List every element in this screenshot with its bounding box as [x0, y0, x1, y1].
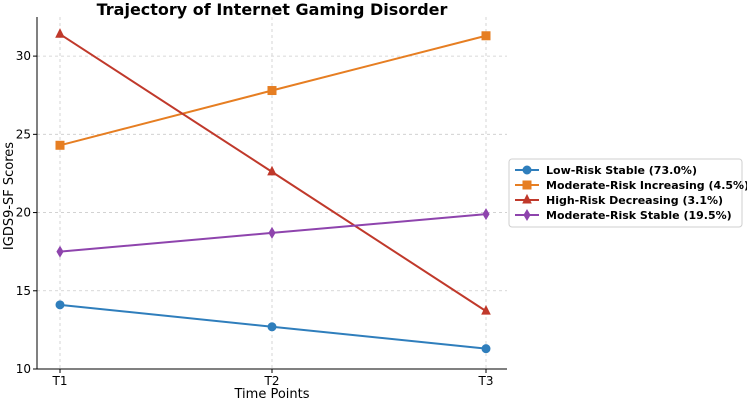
data-point-series-2: [481, 31, 491, 41]
y-tick-label: 20: [16, 206, 31, 220]
x-tick-label: T2: [264, 374, 280, 388]
legend-label: Low-Risk Stable (73.0%): [546, 164, 697, 177]
y-tick-label: 25: [16, 127, 31, 141]
legend-label: High-Risk Decreasing (3.1%): [546, 194, 723, 207]
legend-marker: [522, 193, 532, 204]
data-point-series-4: [268, 226, 276, 239]
data-point-series-1: [55, 300, 65, 310]
legend-label: Moderate-Risk Increasing (4.5%): [546, 179, 747, 192]
y-tick-label: 10: [16, 362, 31, 376]
data-point-series-1: [481, 344, 491, 354]
data-point-series-3: [481, 304, 491, 315]
legend-box: [508, 158, 743, 228]
legend-marker: [523, 209, 531, 221]
chart-title: Trajectory of Internet Gaming Disorder: [97, 0, 448, 19]
y-axis-label: IGDS9-SF Scores: [2, 142, 17, 250]
grid: [37, 17, 507, 370]
x-axis-label: Time Points: [234, 387, 310, 401]
data-point-series-4: [56, 245, 64, 258]
data-point-series-4: [482, 208, 490, 221]
legend-marker: [522, 180, 532, 190]
x-tick-label: T3: [478, 374, 494, 388]
data-point-series-2: [267, 86, 277, 96]
legend: Low-Risk Stable (73.0%) Moderate-Risk Inc…: [508, 158, 747, 228]
legend-marker: [522, 165, 532, 175]
legend-label: Moderate-Risk Stable (19.5%): [546, 209, 732, 222]
axes: 10 15 20 25 30 T1 T2 T3: [16, 17, 507, 388]
x-tick-label: T1: [52, 374, 68, 388]
data-point-series-3: [267, 165, 277, 176]
y-tick-label: 15: [16, 284, 31, 298]
data-point-series-3: [55, 28, 65, 38]
series-group: [55, 28, 491, 354]
data-point-series-2: [55, 140, 65, 150]
data-point-series-1: [267, 322, 277, 332]
y-tick-label: 30: [16, 49, 31, 63]
